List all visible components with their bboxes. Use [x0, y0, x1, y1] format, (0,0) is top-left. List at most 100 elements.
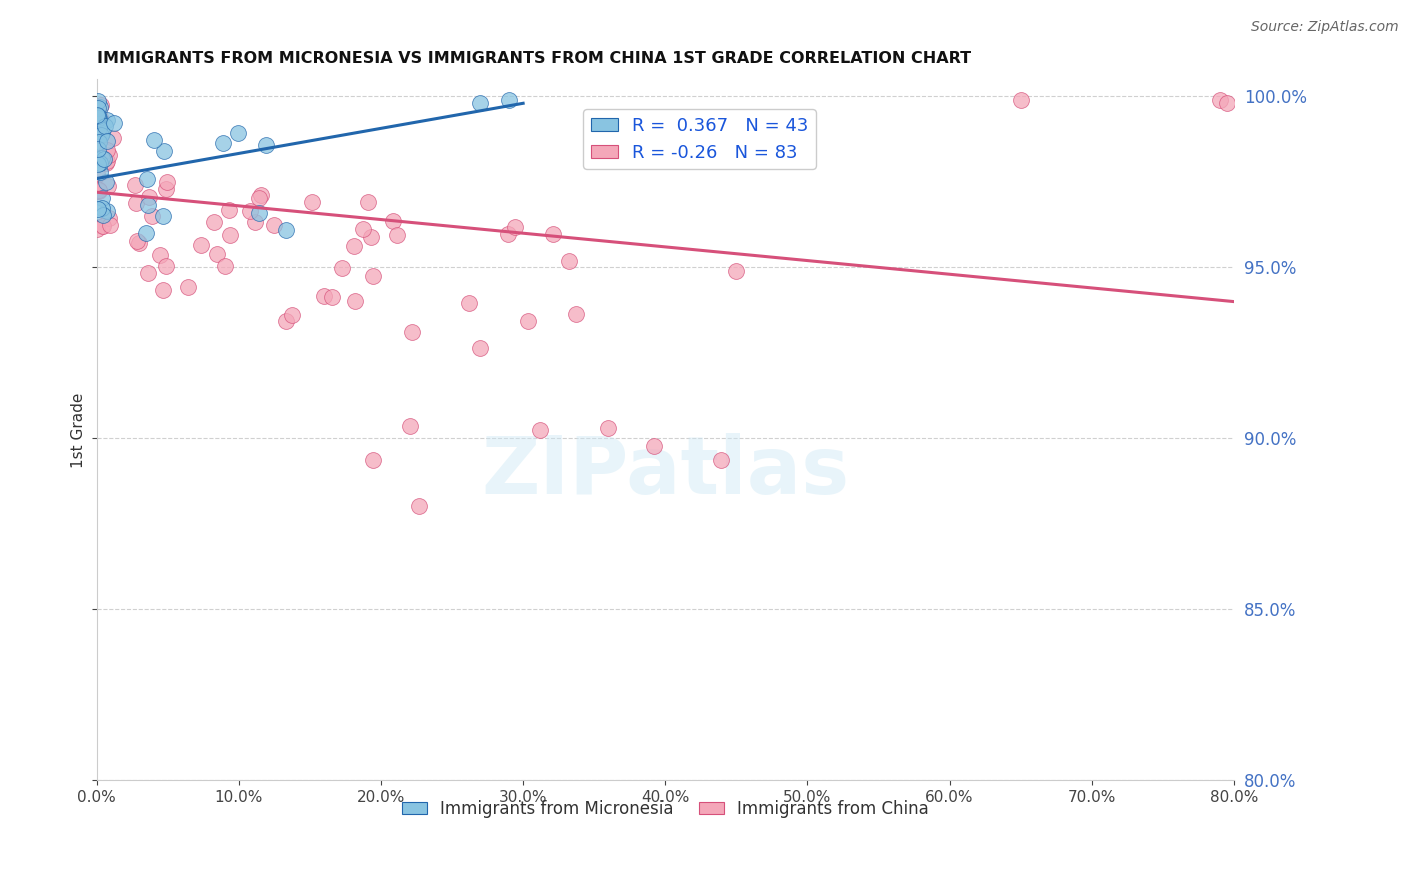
- Point: [565, 307, 588, 321]
- Point: [128, 236, 150, 251]
- Point: [254, 138, 277, 153]
- Point: [1010, 93, 1032, 107]
- Point: [155, 182, 177, 196]
- Point: [87, 128, 110, 143]
- Point: [361, 452, 384, 467]
- Point: [219, 228, 242, 243]
- Point: [141, 209, 163, 223]
- Point: [385, 228, 408, 243]
- Point: [89, 165, 111, 179]
- Point: [710, 452, 733, 467]
- Point: [596, 421, 619, 435]
- Point: [382, 214, 405, 228]
- Point: [135, 226, 157, 240]
- Point: [360, 230, 382, 244]
- Point: [541, 227, 564, 242]
- Point: [87, 111, 110, 125]
- Point: [87, 101, 110, 115]
- Point: [152, 283, 174, 297]
- Point: [247, 206, 270, 220]
- Point: [98, 219, 121, 233]
- Point: [91, 208, 114, 222]
- Point: [98, 211, 121, 226]
- Point: [96, 153, 118, 168]
- Point: [98, 148, 121, 162]
- Point: [101, 131, 124, 145]
- Point: [86, 109, 108, 123]
- Point: [408, 499, 430, 513]
- Point: [91, 151, 114, 165]
- Point: [127, 234, 149, 248]
- Point: [89, 128, 111, 142]
- Point: [458, 296, 481, 310]
- Point: [136, 198, 159, 212]
- Point: [214, 259, 236, 273]
- Point: [94, 155, 117, 169]
- Point: [247, 191, 270, 205]
- Point: [274, 223, 297, 237]
- Point: [401, 325, 423, 339]
- Point: [87, 136, 110, 150]
- Point: [202, 215, 225, 229]
- Point: [226, 126, 249, 140]
- Point: [153, 145, 176, 159]
- Point: [87, 143, 110, 157]
- Point: [89, 110, 111, 124]
- Point: [357, 194, 380, 209]
- Point: [516, 314, 538, 328]
- Point: [87, 120, 110, 135]
- Point: [343, 239, 366, 253]
- Point: [470, 341, 492, 355]
- Text: ZIPatlas: ZIPatlas: [481, 433, 849, 511]
- Point: [725, 264, 748, 278]
- Point: [263, 219, 285, 233]
- Point: [190, 238, 212, 252]
- Point: [496, 227, 519, 242]
- Point: [399, 419, 422, 434]
- Point: [90, 191, 112, 205]
- Point: [94, 175, 117, 189]
- Point: [470, 96, 492, 111]
- Point: [1208, 93, 1230, 107]
- Point: [314, 289, 336, 303]
- Y-axis label: 1st Grade: 1st Grade: [72, 392, 86, 467]
- Point: [149, 248, 172, 262]
- Point: [90, 201, 112, 215]
- Point: [86, 167, 108, 181]
- Point: [90, 219, 112, 233]
- Point: [152, 209, 174, 223]
- Point: [352, 221, 374, 235]
- Point: [86, 112, 108, 127]
- Point: [94, 120, 117, 134]
- Point: [87, 111, 110, 125]
- Point: [124, 178, 146, 192]
- Point: [87, 110, 110, 124]
- Point: [86, 153, 108, 167]
- Point: [498, 93, 520, 107]
- Point: [344, 293, 367, 308]
- Point: [87, 202, 110, 217]
- Point: [643, 439, 665, 453]
- Point: [239, 203, 262, 218]
- Point: [93, 152, 115, 166]
- Point: [361, 268, 384, 283]
- Point: [529, 423, 551, 437]
- Point: [249, 187, 271, 202]
- Point: [96, 143, 118, 157]
- Text: Source: ZipAtlas.com: Source: ZipAtlas.com: [1251, 20, 1399, 34]
- Point: [91, 219, 114, 234]
- Point: [89, 128, 111, 143]
- Point: [212, 136, 235, 151]
- Point: [330, 260, 353, 275]
- Point: [138, 190, 160, 204]
- Point: [558, 254, 581, 268]
- Point: [87, 182, 110, 196]
- Point: [143, 133, 166, 147]
- Point: [281, 308, 304, 322]
- Point: [321, 290, 343, 304]
- Point: [205, 247, 228, 261]
- Point: [86, 108, 108, 122]
- Point: [243, 215, 266, 229]
- Point: [125, 196, 148, 211]
- Point: [87, 184, 110, 198]
